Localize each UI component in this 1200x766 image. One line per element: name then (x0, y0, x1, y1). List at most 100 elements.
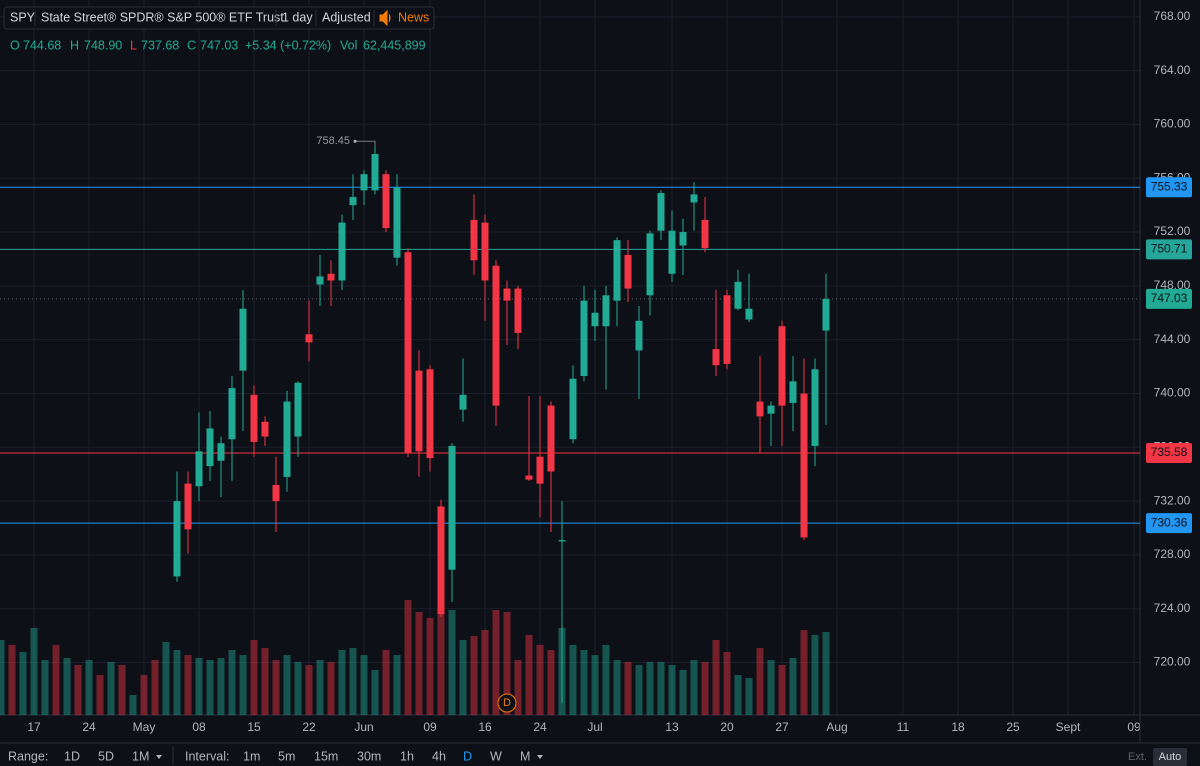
x-tick-label: 24 (82, 720, 96, 734)
candle-body (448, 445, 456, 570)
volume-bar (690, 659, 698, 715)
candle-body (679, 232, 687, 246)
candle-body (547, 405, 555, 472)
volume-bar (701, 661, 709, 715)
candle-body (756, 401, 764, 417)
volume-bar (195, 657, 203, 715)
symbol[interactable]: SPY (10, 10, 36, 24)
candle-body (195, 451, 203, 487)
candle-body (382, 174, 390, 229)
volume-bar (679, 669, 687, 715)
interval-label: Interval: (185, 749, 229, 763)
interval-button[interactable]: W (490, 749, 502, 763)
adjust[interactable]: Adjusted (322, 10, 371, 24)
volume-bar (327, 661, 335, 715)
range-button[interactable]: 5D (98, 749, 114, 763)
level-label: 755.33 (1151, 179, 1188, 193)
interval[interactable]: 1 day (282, 10, 313, 24)
interval-button[interactable]: 15m (314, 749, 338, 763)
candle-body (206, 428, 214, 467)
x-tick-label: 24 (533, 720, 547, 734)
candle-body (481, 222, 489, 281)
news-icon (379, 9, 391, 27)
volume-bar (624, 661, 632, 715)
candle-body (470, 219, 478, 261)
candle-body (338, 222, 346, 281)
volume-bar (569, 644, 577, 715)
candle-body (536, 456, 544, 484)
volume-bar (437, 604, 445, 715)
auto-button[interactable]: Auto (1159, 751, 1182, 763)
candle-body (415, 370, 423, 452)
candle-body (492, 265, 500, 406)
dividend-marker[interactable] (497, 693, 517, 713)
interval-button[interactable]: D (463, 749, 472, 763)
volume-bar (85, 659, 93, 715)
candle-body (173, 501, 181, 577)
high-marker-label: 758.45 (316, 135, 350, 147)
volume-bar (591, 655, 599, 715)
volume-bar (338, 649, 346, 715)
y-tick-label: 748.00 (1154, 278, 1191, 292)
candle-body (327, 273, 335, 281)
volume-bar (481, 630, 489, 715)
x-tick-label: Jul (587, 720, 602, 734)
interval-button[interactable]: 1m (243, 749, 260, 763)
candle-body (525, 475, 533, 480)
volume-bar (52, 644, 60, 715)
level-label: 735.58 (1151, 445, 1188, 459)
news[interactable]: News (398, 10, 429, 24)
candle-body (228, 388, 236, 440)
high-marker-line (355, 140, 376, 146)
interval-button[interactable]: 1h (400, 749, 414, 763)
x-tick-label: 15 (247, 720, 261, 734)
range-button[interactable]: 1D (64, 749, 80, 763)
candle-body (184, 483, 192, 530)
volume-bar (382, 649, 390, 715)
range-button[interactable]: 1M (132, 749, 149, 763)
volume-bar (228, 649, 236, 715)
volume-bar (580, 649, 588, 715)
x-tick-label: 13 (665, 720, 679, 734)
candle-body (371, 154, 379, 191)
plot-area: 720.00724.00728.00732.00736.00740.00744.… (0, 0, 1200, 743)
volume-bar (789, 657, 797, 715)
y-tick-label: 752.00 (1154, 224, 1191, 238)
interval-button[interactable]: 4h (432, 749, 446, 763)
volume-bar (30, 627, 38, 715)
candle-body (360, 174, 368, 191)
range-label: Range: (8, 749, 48, 763)
interval-button[interactable]: 5m (278, 749, 295, 763)
x-tick-label: 20 (720, 720, 734, 734)
instrument-name: State Street® SPDR® S&P 500® ETF Trust (41, 10, 284, 24)
y-tick-label: 740.00 (1154, 386, 1191, 400)
volume-bar (360, 655, 368, 715)
ext-button[interactable]: Ext. (1128, 751, 1147, 763)
volume-bar (547, 649, 555, 715)
interval-button[interactable]: M (520, 749, 530, 763)
level-label-box (1146, 239, 1192, 260)
interval-button[interactable]: 30m (357, 749, 381, 763)
volume-bar (404, 600, 412, 715)
candle-body (239, 308, 247, 371)
last-price-label-box (1146, 288, 1192, 309)
volume-bar (448, 609, 456, 715)
volume-bar (371, 669, 379, 715)
volume-bar (283, 655, 291, 715)
volume-bar (162, 642, 170, 715)
level-label-box (1146, 442, 1192, 463)
volume-bar (613, 659, 621, 715)
volume-bar (734, 674, 742, 715)
volume-bar (8, 644, 16, 715)
ohlc-key: H (70, 38, 79, 52)
volume-bar (712, 640, 720, 715)
volume-bar (129, 695, 137, 715)
candle-body (778, 326, 786, 406)
candle-body (250, 394, 258, 442)
candle-body (657, 193, 665, 231)
x-tick-label: 16 (478, 720, 492, 734)
high-marker-dot (353, 139, 357, 143)
volume-bar (811, 634, 819, 715)
candle-body (602, 295, 610, 327)
volume-bar (272, 659, 280, 715)
